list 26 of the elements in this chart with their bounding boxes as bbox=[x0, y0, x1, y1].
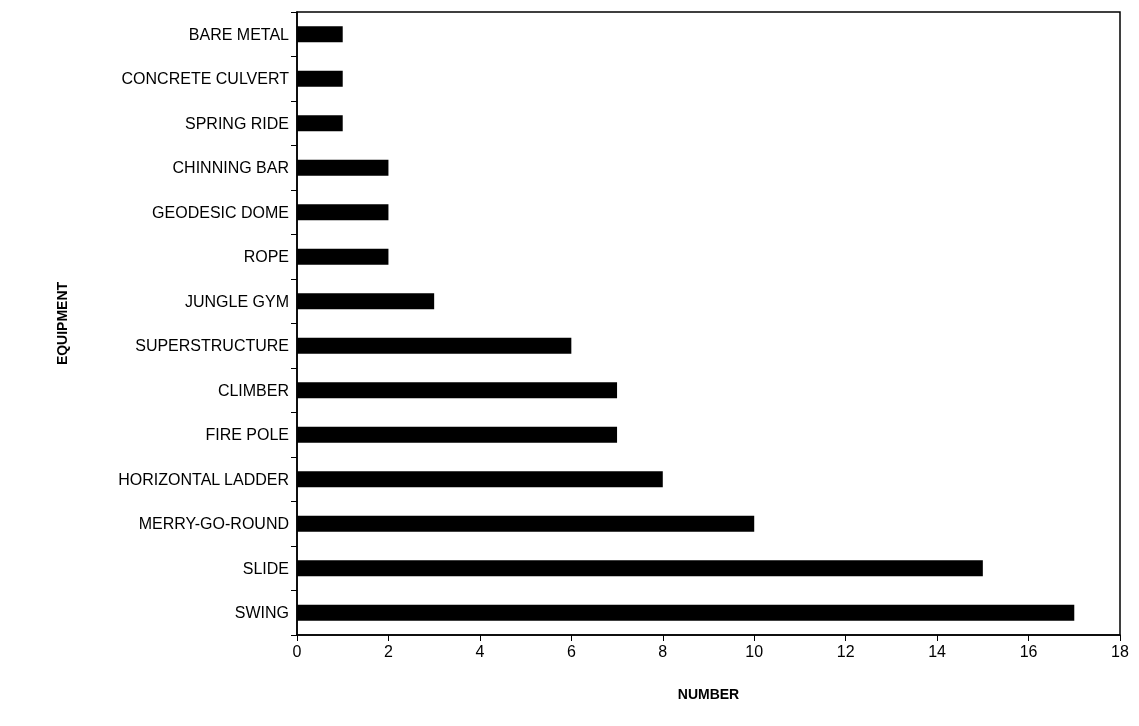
x-tick-label: 2 bbox=[383, 642, 393, 660]
x-axis-title: NUMBER bbox=[677, 686, 740, 702]
y-tick-label: HORIZONTAL LADDER bbox=[118, 470, 289, 488]
y-tick-label: GEODESIC DOME bbox=[152, 203, 289, 221]
x-tick-label: 6 bbox=[566, 642, 576, 660]
y-tick-label: SWING bbox=[234, 604, 289, 622]
y-tick-label: CLIMBER bbox=[217, 381, 289, 399]
x-tick-label: 18 bbox=[1111, 642, 1129, 660]
y-tick-label: BARE METAL bbox=[188, 25, 290, 43]
y-tick-label: CHINNING BAR bbox=[172, 159, 289, 177]
x-tick-label: 14 bbox=[928, 642, 947, 660]
y-tick-label: ROPE bbox=[243, 248, 289, 266]
y-axis-title: EQUIPMENT bbox=[54, 281, 70, 366]
x-tick-label: 10 bbox=[745, 642, 764, 660]
x-tick-label: 12 bbox=[836, 642, 855, 660]
x-tick-label: 4 bbox=[475, 642, 485, 660]
y-tick-label: SLIDE bbox=[242, 559, 289, 577]
x-tick-label: 0 bbox=[292, 642, 302, 660]
x-tick-label: 8 bbox=[658, 642, 668, 660]
y-tick-label: CONCRETE CULVERT bbox=[121, 70, 290, 88]
y-tick-label: MERRY-GO-ROUND bbox=[138, 515, 289, 533]
x-tick-label: 16 bbox=[1019, 642, 1038, 660]
y-tick-label: JUNGLE GYM bbox=[184, 292, 289, 310]
y-tick-label: SPRING RIDE bbox=[184, 114, 289, 132]
y-tick-label: SUPERSTRUCTURE bbox=[135, 337, 289, 355]
y-tick-label: FIRE POLE bbox=[205, 426, 289, 444]
